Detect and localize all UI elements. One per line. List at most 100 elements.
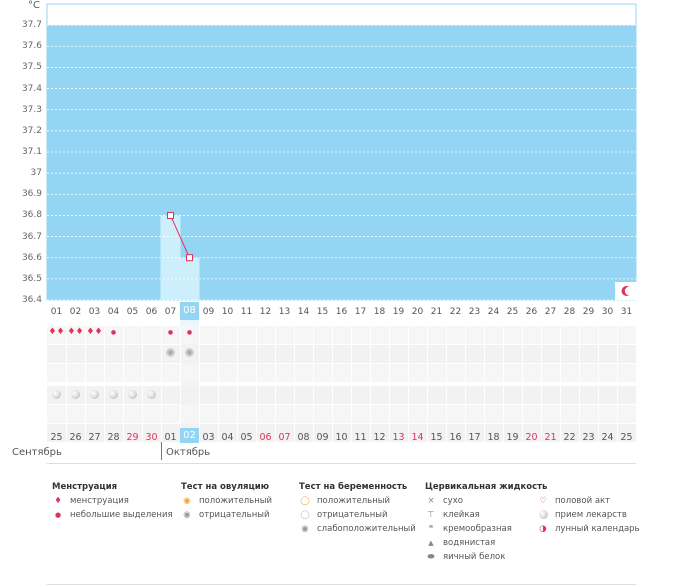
top-day-04[interactable]: 04 <box>107 307 120 317</box>
pill-icon[interactable] <box>123 390 142 400</box>
bottom-day-20[interactable]: 20 <box>525 432 538 443</box>
bottom-day-10[interactable]: 10 <box>335 432 348 443</box>
bottom-day-29[interactable]: 29 <box>126 432 139 443</box>
top-day-26[interactable]: 26 <box>525 307 538 317</box>
grid-separator <box>579 326 580 442</box>
pill-icon[interactable] <box>66 390 85 400</box>
grid-separator <box>351 326 352 442</box>
bottom-day-21[interactable]: 21 <box>544 432 557 443</box>
bottom-day-24[interactable]: 24 <box>601 432 614 443</box>
top-day-14[interactable]: 14 <box>297 307 310 317</box>
top-day-08[interactable]: 08 <box>180 302 199 320</box>
top-day-23[interactable]: 23 <box>468 307 481 317</box>
y-tick-label: 36.6 <box>21 252 42 263</box>
top-day-10[interactable]: 10 <box>221 307 234 317</box>
top-day-11[interactable]: 11 <box>240 307 253 317</box>
bottom-day-22[interactable]: 22 <box>563 432 576 443</box>
bottom-day-19[interactable]: 19 <box>506 432 519 443</box>
top-day-29[interactable]: 29 <box>582 307 595 317</box>
legend-item-ovulation-positive: ◉ положительный <box>181 496 272 506</box>
top-day-24[interactable]: 24 <box>487 307 500 317</box>
top-day-12[interactable]: 12 <box>259 307 272 317</box>
top-day-15[interactable]: 15 <box>316 307 329 317</box>
ovulation-negative-icon[interactable] <box>180 348 199 358</box>
top-day-27[interactable]: 27 <box>544 307 557 317</box>
legend-item-pregnancy-negative: ◯ отрицательный <box>300 510 388 520</box>
bottom-day-12[interactable]: 12 <box>373 432 386 443</box>
y-tick-label: 37.6 <box>21 41 42 52</box>
bottom-day-01[interactable]: 01 <box>164 432 177 443</box>
menstruation-light-icon[interactable]: ● <box>186 329 193 336</box>
watery-icon: ▲ <box>428 539 434 547</box>
bottom-day-02[interactable]: 02 <box>180 428 199 443</box>
legend-item-watery: ▲ водянистая <box>425 538 495 548</box>
bottom-day-05[interactable]: 05 <box>240 432 253 443</box>
menstruation-heavy-icon[interactable]: ♦♦ <box>48 327 65 337</box>
bottom-day-23[interactable]: 23 <box>582 432 595 443</box>
menstruation-heavy-icon[interactable]: ♦♦ <box>67 327 84 337</box>
top-day-13[interactable]: 13 <box>278 307 291 317</box>
bottom-day-03[interactable]: 03 <box>202 432 215 443</box>
bottom-day-08[interactable]: 08 <box>297 432 310 443</box>
grid-separator <box>560 326 561 442</box>
grid-separator <box>541 326 542 442</box>
pill-icon[interactable] <box>142 390 161 400</box>
month-label-september: Сентябрь <box>12 447 62 458</box>
top-day-21[interactable]: 21 <box>430 307 443 317</box>
bottom-day-14[interactable]: 14 <box>411 432 424 443</box>
top-day-19[interactable]: 19 <box>392 307 405 317</box>
grid-separator <box>522 326 523 442</box>
menstruation-light-icon[interactable]: ● <box>167 329 174 336</box>
legend-item-spotting: ● небольшие выделения <box>52 510 173 520</box>
pill-icon[interactable] <box>104 390 123 400</box>
ovulation-negative-icon[interactable] <box>161 348 180 358</box>
pregnancy-negative-icon: ◯ <box>300 510 310 520</box>
bottom-day-28[interactable]: 28 <box>107 432 120 443</box>
legend-title-cervical: Цервикальная жидкость <box>425 482 548 492</box>
bottom-day-07[interactable]: 07 <box>278 432 291 443</box>
top-day-06[interactable]: 06 <box>145 307 158 317</box>
grid-separator <box>446 326 447 442</box>
bottom-day-26[interactable]: 26 <box>69 432 82 443</box>
top-day-03[interactable]: 03 <box>88 307 101 317</box>
bottom-day-11[interactable]: 11 <box>354 432 367 443</box>
legend-item-medication: прием лекарств <box>537 510 627 520</box>
top-day-09[interactable]: 09 <box>202 307 215 317</box>
bottom-day-25[interactable]: 25 <box>620 432 633 443</box>
top-day-28[interactable]: 28 <box>563 307 576 317</box>
bottom-day-18[interactable]: 18 <box>487 432 500 443</box>
pill-icon[interactable] <box>85 390 104 400</box>
top-day-18[interactable]: 18 <box>373 307 386 317</box>
top-day-31[interactable]: 31 <box>620 307 633 317</box>
top-day-17[interactable]: 17 <box>354 307 367 317</box>
top-day-05[interactable]: 05 <box>126 307 139 317</box>
menstruation-light-icon[interactable]: ● <box>110 329 117 336</box>
bottom-day-15[interactable]: 15 <box>430 432 443 443</box>
bottom-day-06[interactable]: 06 <box>259 432 272 443</box>
y-tick-label: 36.7 <box>21 231 42 242</box>
pill-icon[interactable] <box>47 390 66 400</box>
top-day-20[interactable]: 20 <box>411 307 424 317</box>
bottom-day-13[interactable]: 13 <box>392 432 405 443</box>
top-day-22[interactable]: 22 <box>449 307 462 317</box>
divider-line <box>47 463 636 464</box>
bottom-day-30[interactable]: 30 <box>145 432 158 443</box>
grid-separator <box>294 326 295 442</box>
bottom-day-27[interactable]: 27 <box>88 432 101 443</box>
menstruation-heavy-icon[interactable]: ♦♦ <box>86 327 103 337</box>
top-day-01[interactable]: 01 <box>50 307 63 317</box>
top-day-16[interactable]: 16 <box>335 307 348 317</box>
top-day-25[interactable]: 25 <box>506 307 519 317</box>
top-day-02[interactable]: 02 <box>69 307 82 317</box>
y-tick-label: 36.5 <box>21 273 42 284</box>
bottom-day-09[interactable]: 09 <box>316 432 329 443</box>
temperature-chart <box>46 3 638 301</box>
legend-item-ovulation-negative: ◉ отрицательный <box>181 510 269 520</box>
bottom-day-16[interactable]: 16 <box>449 432 462 443</box>
grid-separator <box>237 326 238 442</box>
bottom-day-25[interactable]: 25 <box>50 432 63 443</box>
bottom-day-04[interactable]: 04 <box>221 432 234 443</box>
top-day-30[interactable]: 30 <box>601 307 614 317</box>
bottom-day-17[interactable]: 17 <box>468 432 481 443</box>
top-day-07[interactable]: 07 <box>164 307 177 317</box>
